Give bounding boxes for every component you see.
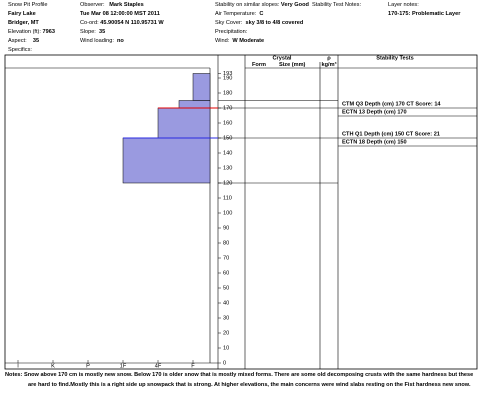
value: 7963 (42, 29, 55, 35)
notes: Notes: Snow above 170 cm is mostly new s… (5, 370, 475, 390)
value: sky 3/8 to 4/8 covered (245, 20, 304, 26)
hardness-label: 1F (120, 363, 127, 369)
value: W Moderate (232, 38, 265, 44)
label: Co-ord: (80, 20, 99, 26)
depth-label: 90 (223, 225, 229, 231)
date: Tue Mar 08 12:00:00 MST 2011 (80, 11, 160, 17)
col-header: kg/m³ (322, 61, 337, 68)
depth-label: 160 (223, 120, 232, 126)
notes-text: Snow above 170 cm is mostly new snow. Be… (23, 372, 474, 388)
title: Snow Pit Profile (8, 2, 48, 8)
col-header: Form (252, 62, 266, 68)
depth-label: 140 (223, 150, 232, 156)
label: Slope: (80, 29, 96, 35)
depth-label: 170 (223, 105, 232, 111)
depth-label: 100 (223, 210, 232, 216)
label: Stability Test Notes: (312, 2, 362, 8)
frame (4, 54, 478, 370)
value: 35 (32, 38, 40, 44)
label: Observer: (80, 2, 105, 8)
profile-chart: Crystal Form Size (mm) ρ kg/m³ Stability… (4, 54, 478, 370)
layer (178, 100, 211, 109)
value: Very Good (280, 2, 309, 8)
stability-test: CTH Q1 Depth (cm) 150 CT Score: 21 (342, 131, 440, 137)
col-header: Crystal (273, 55, 292, 61)
depth-label: 130 (223, 165, 232, 171)
label: Layer notes: (388, 2, 419, 8)
depth-label: 20 (223, 330, 229, 336)
stability-test: CTM Q3 Depth (cm) 170 CT Score: 14 (342, 101, 441, 107)
hardness-label: P (86, 363, 90, 369)
depth-label: 10 (223, 345, 229, 351)
stability-test: ECTN 18 Depth (cm) 150 (342, 139, 407, 145)
label: Wind loading: (80, 38, 114, 44)
layer (122, 137, 211, 184)
layer-notes: 170-175: Problematic Layer (388, 11, 461, 17)
hardness-label: 4F (155, 363, 162, 369)
label: Aspect: (8, 38, 27, 44)
label: Precipitation: (215, 29, 248, 35)
label: Specifics: (8, 47, 32, 53)
label: Sky Cover: (215, 20, 243, 26)
notes-label: Notes: (5, 372, 23, 378)
depth-label: 110 (223, 195, 232, 201)
value: no (117, 38, 124, 44)
label: Elevation (ft): (8, 29, 41, 35)
depth-label: 193 (223, 71, 232, 77)
label: Wind: (215, 38, 230, 44)
depth-label: 80 (223, 240, 229, 246)
depth-label: 180 (223, 90, 232, 96)
value: 45.90054 N 110.95731 W (100, 20, 164, 26)
value: C (259, 11, 264, 17)
col-header: Stability Tests (376, 55, 414, 61)
hardness-label: F (191, 363, 195, 369)
hardness-label: I (17, 363, 19, 369)
depth-label: 0 (223, 360, 226, 366)
depth-label: 40 (223, 300, 229, 306)
depth-label: 70 (223, 255, 229, 261)
depth-label: 150 (223, 135, 232, 141)
depth-label: 190 (223, 75, 232, 81)
hardness-label: K (51, 363, 55, 369)
depth-label: 30 (223, 315, 229, 321)
location: Fairy Lake (8, 11, 36, 17)
layer (157, 107, 211, 139)
depth-label: 60 (223, 270, 229, 276)
col-header: ρ (327, 55, 331, 61)
label: Air Temperature: (215, 11, 257, 17)
value: 35 (98, 29, 106, 35)
col-header: Size (mm) (279, 62, 306, 68)
label: Stability on similar slopes: (215, 2, 280, 8)
region: Bridger, MT (8, 20, 39, 26)
depth-label: 120 (223, 180, 232, 186)
depth-label: 50 (223, 285, 229, 291)
layer (192, 73, 211, 101)
stability-test: ECTN 13 Depth (cm) 170 (342, 109, 407, 115)
value: Mark Staples (109, 2, 144, 8)
